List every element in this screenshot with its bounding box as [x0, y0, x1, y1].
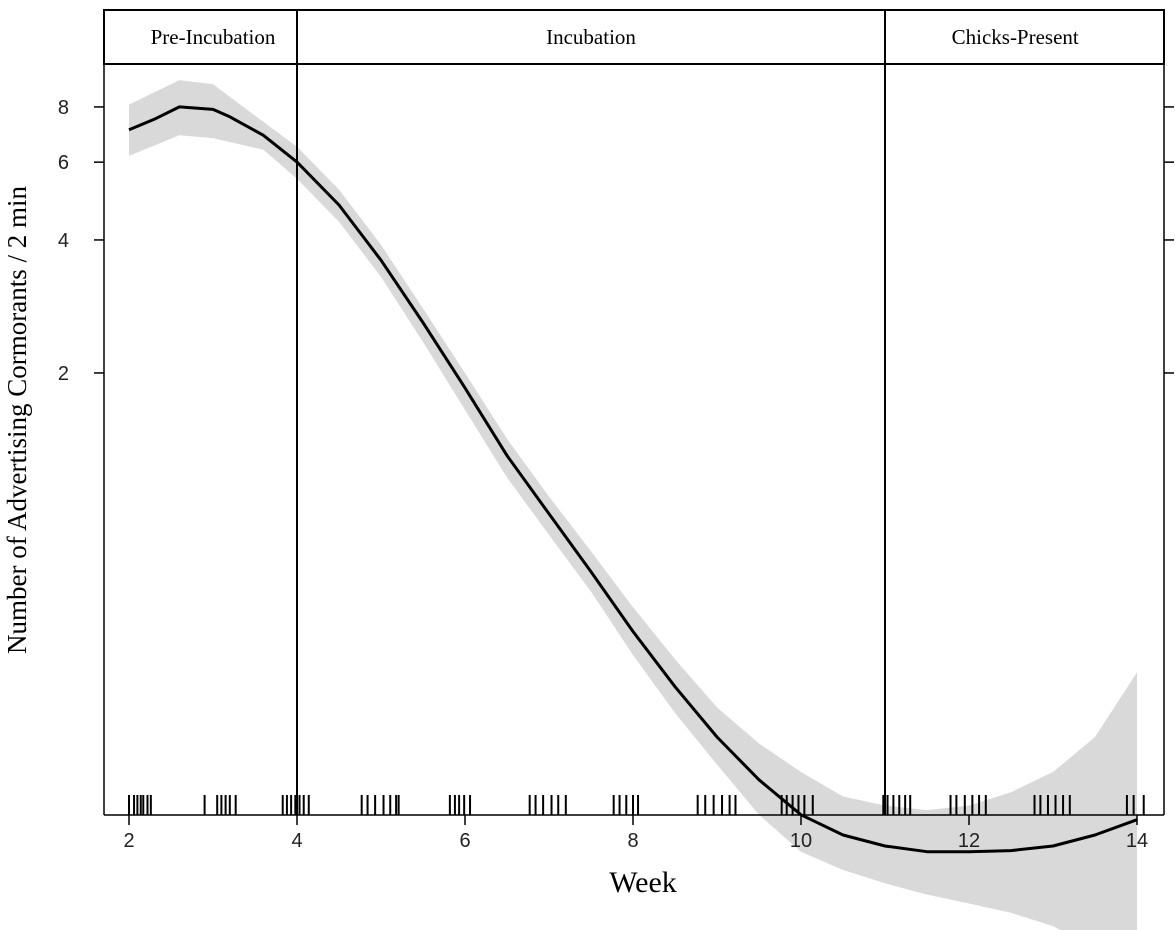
phase-strip-layer: Pre-Incubation Incubation Chicks-Present — [103, 9, 1165, 815]
fitted-line-layer — [128, 105, 1138, 854]
phase-label: Incubation — [546, 25, 636, 49]
y-tick-label: 2 — [58, 363, 69, 385]
x-tick-label: 12 — [958, 830, 980, 852]
x-tick-label: 2 — [123, 830, 134, 852]
x-tick-label: 8 — [627, 830, 638, 852]
rug-layer — [128, 795, 1145, 815]
phase-strip — [103, 9, 1165, 65]
y-tick-label: 4 — [58, 230, 69, 252]
plot-frame-layer — [103, 64, 1165, 816]
x-tick-label: 10 — [790, 830, 812, 852]
x-tick-label: 6 — [459, 830, 470, 852]
confidence-band — [129, 80, 1137, 930]
x-axis-label: Week — [609, 866, 677, 899]
x-tick-label: 4 — [291, 830, 302, 852]
y-axis-label: Number of Advertising Cormorants / 2 min — [2, 186, 32, 654]
y-tick-label: 8 — [58, 97, 69, 119]
phase-label: Chicks-Present — [952, 25, 1079, 49]
phase-label: Pre-Incubation — [151, 25, 276, 49]
x-tick-label: 14 — [1126, 830, 1148, 852]
fitted-line — [128, 105, 1138, 854]
axis-layer: 2 4 6 8 10 12 14 2 4 6 8 — [58, 97, 1174, 852]
y-tick-label: 6 — [58, 152, 69, 174]
confidence-band-layer — [129, 80, 1137, 930]
